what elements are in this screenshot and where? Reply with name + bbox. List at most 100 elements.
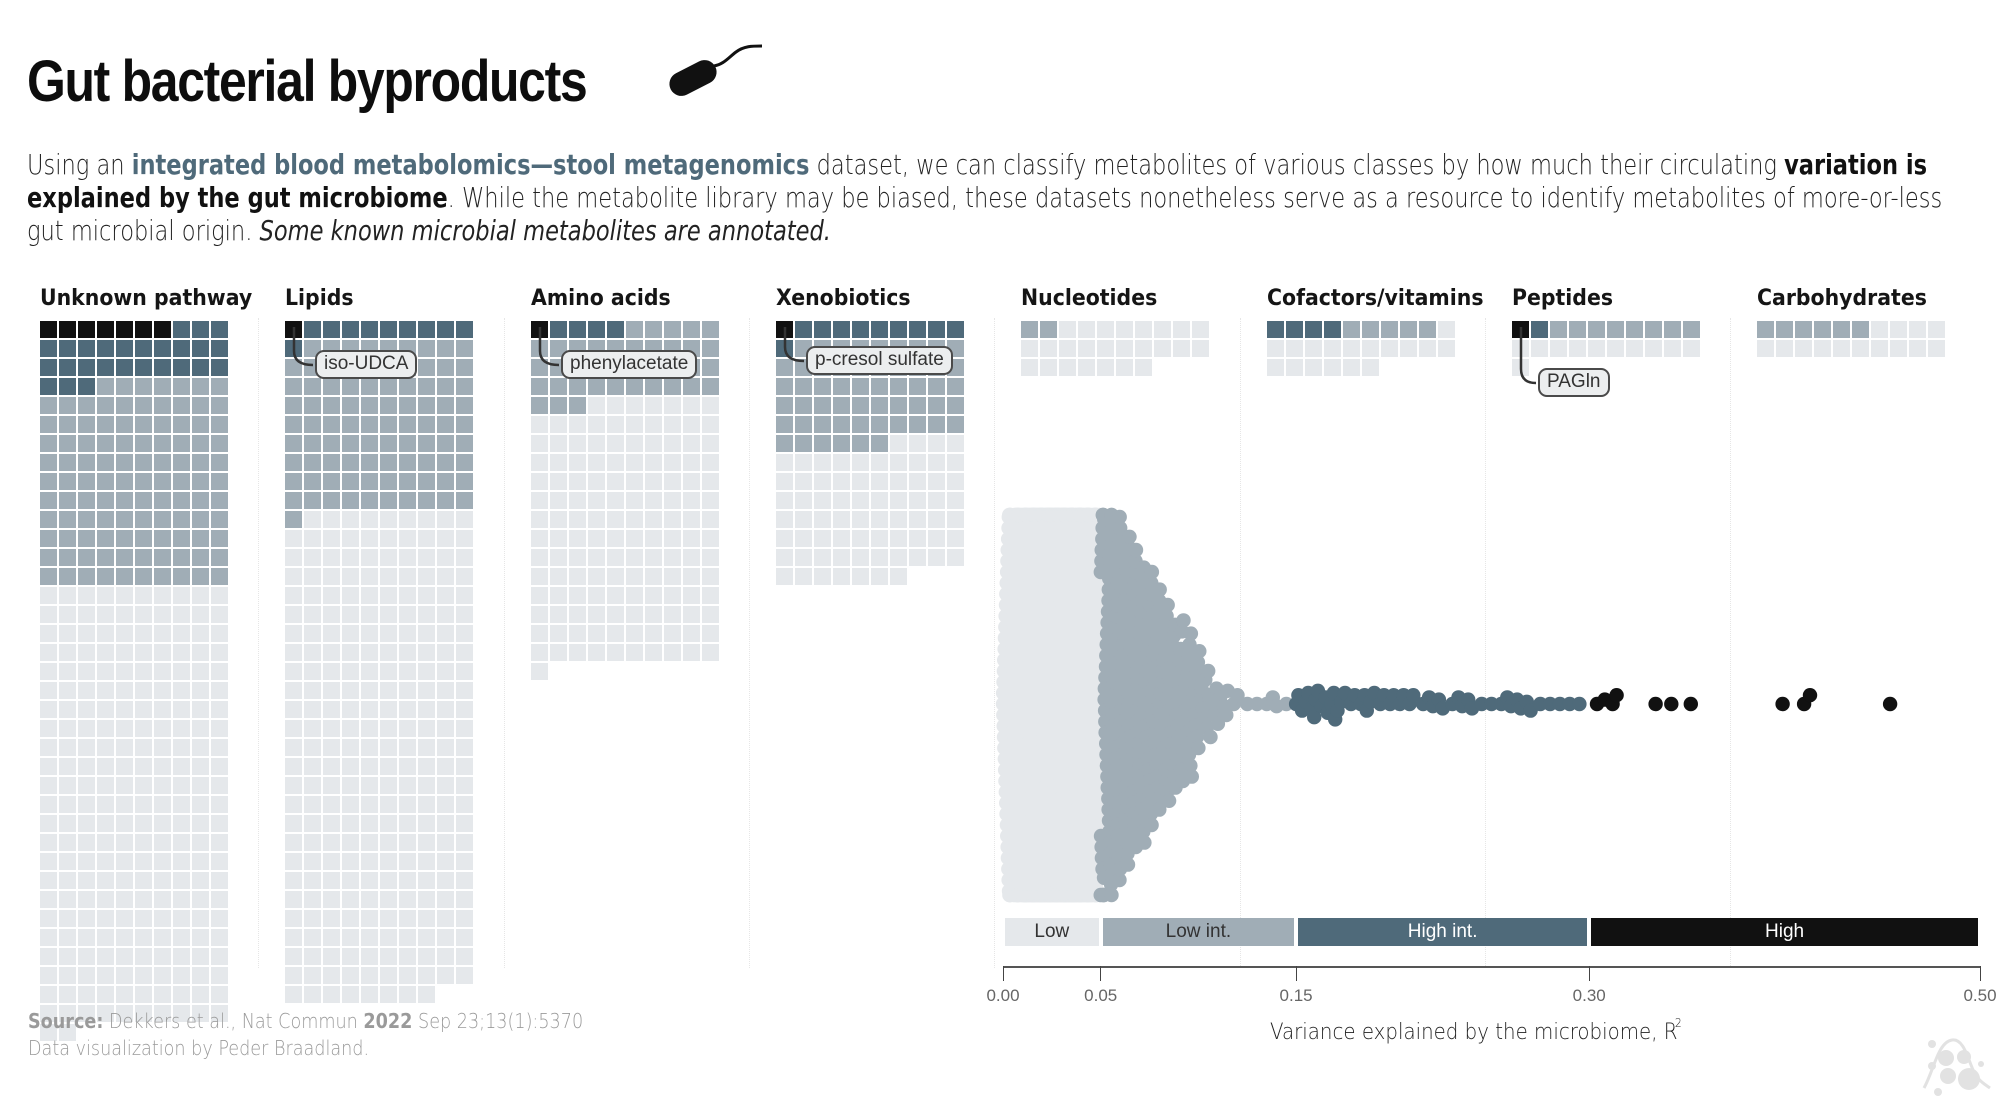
waffle-cell-low-int <box>40 492 57 509</box>
waffle-cell-low <box>323 929 340 946</box>
waffle-cell-low <box>135 853 152 870</box>
waffle-cell-low <box>626 549 643 566</box>
waffle-cell-low-int <box>59 568 76 585</box>
waffle-cell-low-int <box>871 378 888 395</box>
waffle-cell-low-int <box>211 568 228 585</box>
waffle-cell-low <box>78 815 95 832</box>
waffle-cell-low <box>399 948 416 965</box>
waffle-cell-low <box>135 929 152 946</box>
waffle-cell-low-int <box>871 416 888 433</box>
waffle-cell-low <box>550 625 567 642</box>
waffle-cell-low <box>116 587 133 604</box>
waffle-cell-low <box>1135 359 1152 376</box>
waffle-cell-low-int <box>59 473 76 490</box>
waffle-cell-low-int <box>1814 321 1831 338</box>
annotation-leader-line <box>783 327 805 363</box>
x-axis-title: Variance explained by the microbiome, R2 <box>1270 1016 1682 1045</box>
waffle-cell-high <box>59 321 76 338</box>
waffle-cell-low <box>399 682 416 699</box>
waffle-cell-low-int <box>399 397 416 414</box>
waffle-cell-low <box>304 587 321 604</box>
waffle-cell-low <box>607 416 624 433</box>
waffle-cell-low-int <box>1852 321 1869 338</box>
waffle-cell-low <box>399 530 416 547</box>
waffle-cell-high <box>40 321 57 338</box>
waffle-cell-low-int <box>304 454 321 471</box>
waffle-cell-low <box>418 872 435 889</box>
waffle-cell-low <box>550 492 567 509</box>
waffle-cell-low-int <box>40 568 57 585</box>
waffle-cell-low-int <box>192 492 209 509</box>
waffle-cell-low <box>776 511 793 528</box>
waffle-cell-low <box>361 758 378 775</box>
waffle-cell-high-int <box>1324 321 1341 338</box>
waffle-cell-low <box>399 587 416 604</box>
waffle-cell-low <box>154 986 171 1003</box>
waffle-cell-high-int <box>1531 321 1548 338</box>
waffle-cell-low <box>645 397 662 414</box>
waffle-cell-low-int <box>909 397 926 414</box>
waffle-cell-low <box>192 796 209 813</box>
waffle-cell-low <box>399 568 416 585</box>
waffle-cell-low <box>116 720 133 737</box>
waffle-cell-low <box>78 587 95 604</box>
waffle-cell-low <box>97 720 114 737</box>
swarm-point-low-int <box>1183 758 1198 773</box>
waffle-cell-low <box>59 891 76 908</box>
waffle-cell-low <box>909 492 926 509</box>
waffle-cell-high-int <box>97 359 114 376</box>
waffle-cell-low <box>418 530 435 547</box>
waffle-cell-low-int <box>361 397 378 414</box>
waffle-cell-low <box>1588 340 1605 357</box>
waffle-cell-low <box>550 568 567 585</box>
waffle-cell-high-int <box>323 321 340 338</box>
waffle-cell-low <box>1173 340 1190 357</box>
waffle-cell-low <box>550 454 567 471</box>
waffle-cell-low-int <box>173 397 190 414</box>
waffle-cell-low <box>59 910 76 927</box>
waffle-cell-low <box>683 606 700 623</box>
waffle-cell-low <box>437 834 454 851</box>
waffle-cell-low <box>531 492 548 509</box>
waffle-cell-high-int <box>342 321 359 338</box>
waffle-cell-low <box>702 454 719 471</box>
waffle-cell-low <box>645 435 662 452</box>
waffle-cell-low <box>40 587 57 604</box>
waffle-cell-low <box>323 682 340 699</box>
waffle-cell-low <box>569 511 586 528</box>
waffle-cell-low <box>871 568 888 585</box>
waffle-cell-low <box>456 530 473 547</box>
waffle-cell-low-int <box>192 378 209 395</box>
waffle-cell-low <box>361 606 378 623</box>
waffle-cell-low <box>211 1005 228 1022</box>
waffle-cell-low <box>59 929 76 946</box>
waffle-cell-high-int <box>1305 321 1322 338</box>
waffle-cell-low-int <box>323 492 340 509</box>
waffle-cell-low <box>531 416 548 433</box>
waffle-cell-low <box>437 910 454 927</box>
waffle-cell-low-int <box>456 378 473 395</box>
waffle-cell-low-int <box>814 397 831 414</box>
waffle-cell-low <box>437 948 454 965</box>
waffle-cell-low <box>40 834 57 851</box>
waffle-cell-low <box>135 796 152 813</box>
swarm-point-high <box>1664 696 1679 712</box>
class-heading-lipids: Lipids <box>285 286 354 311</box>
waffle-cell-low <box>928 511 945 528</box>
waffle-cell-low <box>569 530 586 547</box>
waffle-cell-low-int <box>342 416 359 433</box>
waffle-cell-low <box>437 606 454 623</box>
waffle-cell-low-int <box>776 397 793 414</box>
waffle-cell-low <box>342 872 359 889</box>
annotation-leader-line <box>538 327 560 367</box>
waffle-cell-low <box>418 606 435 623</box>
swarm-point-low-int <box>1144 564 1160 580</box>
waffle-cell-low <box>550 416 567 433</box>
waffle-cell-low <box>361 720 378 737</box>
waffle-cell-low <box>154 796 171 813</box>
waffle-cell-low <box>437 701 454 718</box>
waffle-cell-low <box>683 625 700 642</box>
waffle-cell-low <box>1154 340 1171 357</box>
waffle-cell-low <box>531 587 548 604</box>
waffle-cell-low <box>795 511 812 528</box>
